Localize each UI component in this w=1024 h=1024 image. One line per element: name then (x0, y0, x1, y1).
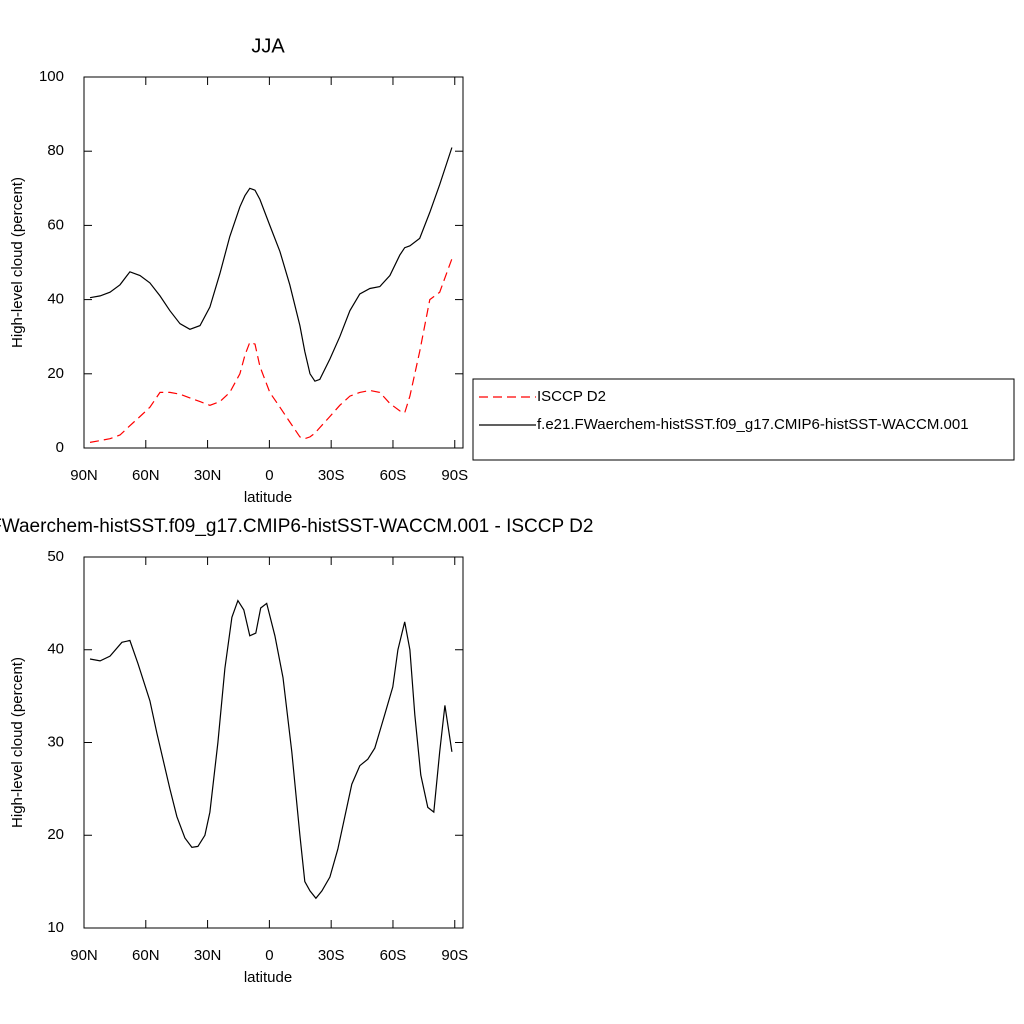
y-tick-label: 0 (56, 439, 64, 456)
x-tick-label: 60S (380, 947, 407, 964)
x-tick-label: 60N (132, 467, 160, 484)
x-tick-label: 0 (265, 947, 273, 964)
plot-frame (83, 556, 464, 929)
x-axis-label: latitude (244, 489, 292, 506)
plot-frame (83, 76, 464, 449)
y-tick-label: 60 (47, 216, 64, 233)
chart-title: JJA (251, 35, 285, 57)
x-tick-label: 0 (265, 467, 273, 484)
chart-title: f.e21.FWaerchem-histSST.f09_g17.CMIP6-hi… (0, 516, 593, 537)
x-tick-label: 90N (70, 947, 98, 964)
y-tick-label: 80 (47, 142, 64, 159)
x-tick-label: 60N (132, 947, 160, 964)
x-tick-label: 30N (194, 947, 222, 964)
y-tick-label: 20 (47, 826, 64, 843)
x-tick-label: 90S (441, 947, 468, 964)
y-axis-label: High-level cloud (percent) (9, 657, 26, 828)
x-tick-label: 30S (318, 947, 345, 964)
y-tick-label: 100 (39, 68, 64, 85)
x-tick-label: 30S (318, 467, 345, 484)
y-axis-label: High-level cloud (percent) (9, 177, 26, 348)
x-tick-label: 30N (194, 467, 222, 484)
x-axis-label: latitude (244, 969, 292, 986)
y-tick-label: 20 (47, 365, 64, 382)
y-tick-label: 40 (47, 291, 64, 308)
data-line (89, 147, 453, 382)
data-line (89, 599, 453, 900)
x-tick-label: 90N (70, 467, 98, 484)
legend-box (472, 378, 1015, 461)
data-line (89, 258, 453, 443)
y-tick-label: 30 (47, 733, 64, 750)
x-tick-label: 90S (441, 467, 468, 484)
y-tick-label: 40 (47, 641, 64, 658)
x-tick-label: 60S (380, 467, 407, 484)
legend: ISCCP D2 f.e21.FWaerchem-histSST.f09_g17.… (472, 378, 1015, 461)
legend-label: ISCCP D2 (537, 388, 606, 405)
y-tick-label: 50 (47, 548, 64, 565)
y-tick-label: 10 (47, 919, 64, 936)
legend-label: f.e21.FWaerchem-histSST.f09_g17.CMIP6-hi… (537, 416, 969, 433)
